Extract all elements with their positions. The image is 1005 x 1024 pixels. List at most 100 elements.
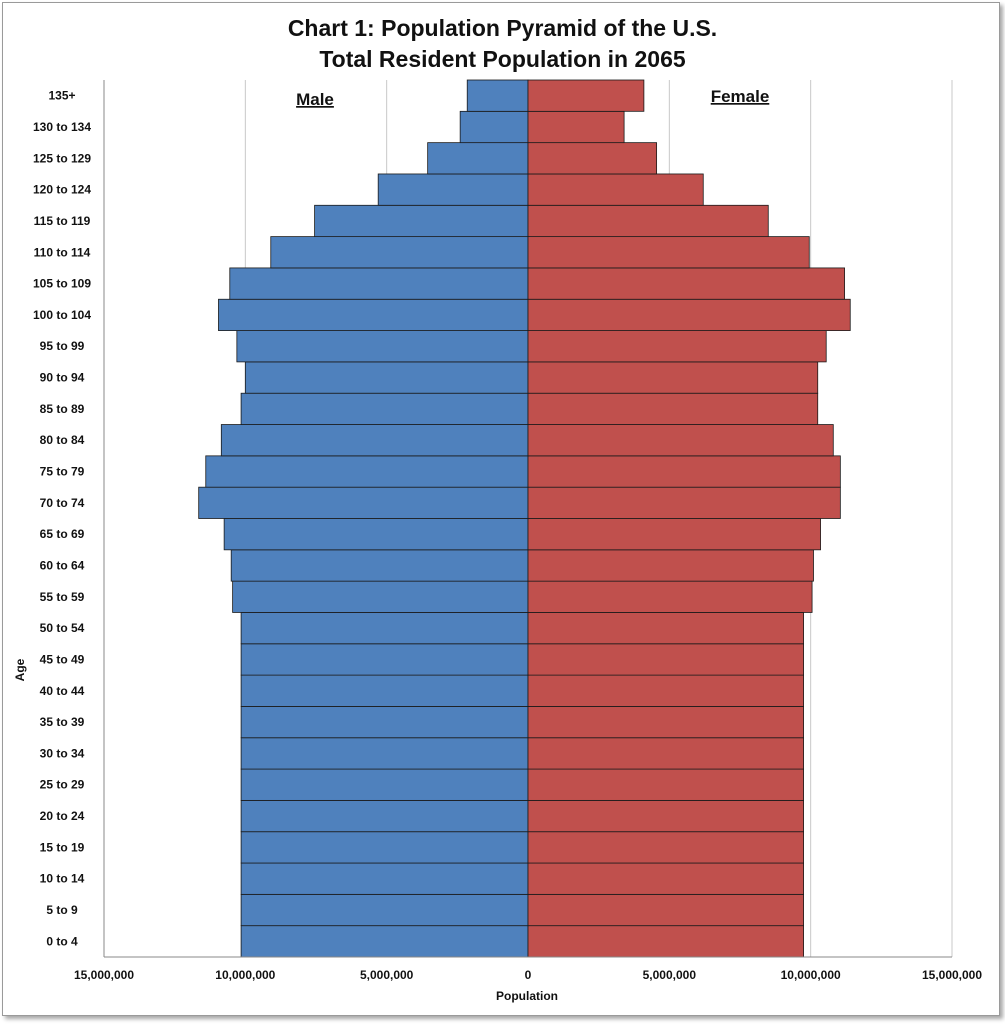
- y-tick-label: 55 to 59: [40, 590, 85, 604]
- bar-male: [270, 236, 529, 269]
- bar-female: [527, 706, 805, 739]
- y-tick-label: 85 to 89: [40, 402, 85, 416]
- bar-male: [427, 142, 529, 175]
- bar-female: [527, 549, 814, 582]
- bar-female: [527, 455, 841, 488]
- bar-male: [240, 893, 529, 927]
- bar-male: [218, 298, 529, 331]
- x-tick-label: 5,000,000: [360, 968, 414, 982]
- x-tick-label: 0: [525, 968, 532, 982]
- y-tick-label: 80 to 84: [40, 433, 85, 447]
- bar-male: [232, 580, 529, 613]
- y-tick-label: 15 to 19: [40, 840, 85, 854]
- y-tick-label: 110 to 114: [34, 245, 91, 259]
- bar-female: [527, 142, 658, 175]
- y-tick-label: 125 to 129: [33, 151, 91, 165]
- y-tick-label: 30 to 34: [40, 746, 85, 760]
- bar-male: [198, 486, 529, 519]
- x-axis-title: Population: [496, 989, 558, 1003]
- bar-male: [240, 799, 529, 833]
- bar-male: [223, 518, 529, 551]
- bar-female: [527, 330, 827, 363]
- bar-male: [240, 392, 529, 425]
- y-tick-label: 115 to 119: [34, 214, 91, 228]
- y-tick-label: 10 to 14: [40, 872, 85, 886]
- x-tick-label: 5,000,000: [643, 968, 697, 982]
- bar-male: [240, 862, 529, 895]
- bar-female: [527, 110, 625, 144]
- bar-female: [527, 862, 805, 895]
- bar-female: [527, 267, 845, 300]
- bar-female: [527, 361, 819, 394]
- bar-female: [527, 643, 805, 676]
- x-tick-label: 15,000,000: [922, 968, 982, 982]
- y-tick-label: 70 to 74: [40, 496, 85, 510]
- bar-female: [527, 173, 704, 206]
- bar-male: [230, 549, 529, 582]
- series-label-female: Female: [711, 87, 770, 106]
- bar-female: [527, 518, 821, 551]
- bar-female: [527, 204, 769, 238]
- bar-male: [205, 455, 529, 488]
- bar-male: [220, 424, 529, 457]
- bar-female: [527, 486, 841, 519]
- bar-female: [527, 893, 805, 927]
- bar-male: [244, 361, 529, 394]
- bar-female: [527, 79, 645, 112]
- bar-male: [236, 330, 529, 363]
- bar-female: [527, 298, 851, 331]
- bar-female: [527, 674, 805, 707]
- bar-male: [240, 674, 529, 707]
- bar-male: [240, 612, 529, 645]
- chart-title-line2: Total Resident Population in 2065: [319, 46, 686, 72]
- y-tick-label: 20 to 24: [40, 809, 85, 823]
- bar-male: [459, 110, 529, 144]
- bar-female: [527, 831, 805, 864]
- y-tick-label: 105 to 109: [33, 277, 91, 291]
- x-tick-label: 15,000,000: [74, 968, 134, 982]
- bars: [198, 79, 851, 958]
- axes: [103, 80, 952, 958]
- bar-male: [314, 204, 529, 238]
- y-axis-title: Age: [13, 658, 27, 681]
- bar-female: [527, 612, 805, 645]
- x-tick-label: 10,000,000: [215, 968, 275, 982]
- bar-female: [527, 768, 805, 801]
- y-tick-label: 5 to 9: [46, 903, 78, 917]
- bar-female: [527, 392, 819, 425]
- y-tick-label: 100 to 104: [33, 308, 91, 322]
- y-tick-label: 35 to 39: [40, 715, 85, 729]
- chart-title-line1: Chart 1: Population Pyramid of the U.S.: [287, 15, 718, 41]
- y-tick-label: 120 to 124: [33, 183, 91, 197]
- bar-male: [229, 267, 529, 300]
- bar-male: [240, 706, 529, 739]
- y-tick-label: 25 to 29: [40, 778, 85, 792]
- y-tick-label: 65 to 69: [40, 527, 85, 541]
- bar-female: [527, 799, 805, 833]
- bar-male: [377, 173, 529, 206]
- y-tick-label: 135+: [48, 89, 75, 103]
- bar-female: [527, 580, 813, 613]
- y-tick-label: 95 to 99: [40, 339, 85, 353]
- tick-labels: 15,000,000 10,000,000 5,000,000 0 5,000,000 1…: [33, 89, 982, 982]
- y-tick-label: 40 to 44: [40, 684, 85, 698]
- x-tick-label: 10,000,000: [781, 968, 841, 982]
- bar-male: [240, 831, 529, 864]
- bar-female: [527, 236, 810, 269]
- bar-male: [240, 925, 529, 958]
- y-tick-label: 90 to 94: [40, 371, 85, 385]
- bar-male: [240, 768, 529, 801]
- series-label-male: Male: [296, 90, 334, 109]
- y-tick-label: 75 to 79: [40, 465, 85, 479]
- bar-female: [527, 737, 805, 770]
- y-tick-label: 0 to 4: [46, 934, 78, 948]
- y-tick-label: 130 to 134: [33, 120, 91, 134]
- bar-male: [466, 79, 529, 112]
- y-tick-label: 50 to 54: [40, 621, 85, 635]
- bar-male: [240, 737, 529, 770]
- bar-female: [527, 424, 834, 457]
- bar-female: [527, 925, 805, 958]
- y-tick-label: 45 to 49: [40, 652, 85, 666]
- bar-male: [240, 643, 529, 676]
